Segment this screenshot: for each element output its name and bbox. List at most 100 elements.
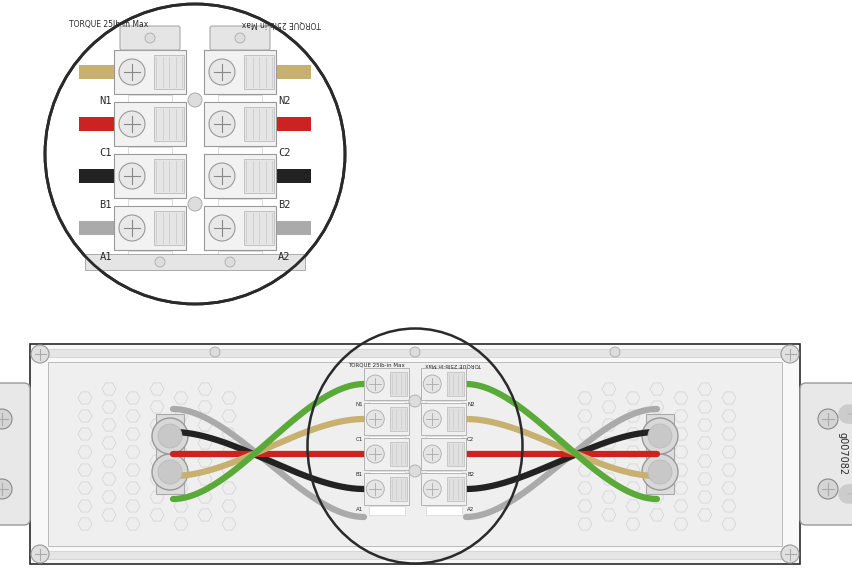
Circle shape xyxy=(209,215,235,241)
Bar xyxy=(79,117,114,131)
Text: TORQUE 25lb-in Max: TORQUE 25lb-in Max xyxy=(242,19,321,29)
Bar xyxy=(204,50,276,94)
Circle shape xyxy=(648,460,672,484)
Circle shape xyxy=(119,215,145,241)
Bar xyxy=(276,65,311,79)
Circle shape xyxy=(145,33,155,43)
Bar xyxy=(389,407,407,431)
Circle shape xyxy=(642,454,678,490)
Bar xyxy=(218,95,262,106)
Circle shape xyxy=(119,111,145,137)
Bar xyxy=(114,102,186,146)
Bar xyxy=(154,107,184,141)
Bar xyxy=(48,362,782,546)
Circle shape xyxy=(818,479,838,499)
Bar xyxy=(85,254,305,270)
Bar xyxy=(446,477,464,501)
Circle shape xyxy=(210,347,220,357)
Bar xyxy=(446,372,464,396)
Bar xyxy=(421,473,466,505)
Text: TORQUE 25lb-in Max: TORQUE 25lb-in Max xyxy=(425,363,481,367)
Circle shape xyxy=(152,418,188,454)
Bar xyxy=(364,438,409,470)
Bar xyxy=(204,154,276,198)
FancyBboxPatch shape xyxy=(800,383,852,525)
Bar xyxy=(369,436,405,445)
Circle shape xyxy=(0,479,12,499)
Bar xyxy=(48,551,782,559)
Text: C1: C1 xyxy=(356,437,363,442)
Circle shape xyxy=(781,345,799,363)
Bar xyxy=(154,55,184,89)
Text: N1: N1 xyxy=(100,96,112,106)
Bar xyxy=(218,147,262,158)
Bar xyxy=(244,107,274,141)
Circle shape xyxy=(158,424,182,448)
Text: C2: C2 xyxy=(278,148,291,158)
Text: B2: B2 xyxy=(278,200,291,210)
Bar xyxy=(154,211,184,245)
Bar xyxy=(114,206,186,250)
Circle shape xyxy=(158,460,182,484)
Text: A2: A2 xyxy=(467,507,475,512)
Bar xyxy=(128,251,172,262)
Text: N1: N1 xyxy=(355,402,363,407)
Bar xyxy=(276,221,311,235)
Bar xyxy=(244,159,274,193)
Text: B1: B1 xyxy=(356,472,363,477)
Circle shape xyxy=(366,375,384,393)
Circle shape xyxy=(423,480,441,498)
Circle shape xyxy=(410,347,420,357)
Circle shape xyxy=(409,465,421,477)
Bar xyxy=(244,211,274,245)
Bar xyxy=(218,199,262,210)
Bar xyxy=(204,206,276,250)
Circle shape xyxy=(209,111,235,137)
Bar xyxy=(425,471,462,480)
Bar xyxy=(364,368,409,400)
Bar xyxy=(276,169,311,183)
Bar xyxy=(421,403,466,435)
Bar xyxy=(156,414,184,494)
Bar xyxy=(369,471,405,480)
Bar xyxy=(30,344,800,564)
Circle shape xyxy=(818,409,838,429)
Text: B1: B1 xyxy=(100,200,112,210)
Text: A2: A2 xyxy=(278,252,291,262)
Bar xyxy=(646,414,674,494)
Text: C2: C2 xyxy=(467,437,475,442)
FancyBboxPatch shape xyxy=(120,26,180,50)
Circle shape xyxy=(366,480,384,498)
Circle shape xyxy=(366,445,384,463)
Bar xyxy=(389,372,407,396)
Circle shape xyxy=(781,545,799,563)
Text: N2: N2 xyxy=(467,402,475,407)
Circle shape xyxy=(0,409,12,429)
Circle shape xyxy=(648,424,672,448)
Bar xyxy=(79,221,114,235)
Circle shape xyxy=(642,418,678,454)
Circle shape xyxy=(31,545,49,563)
Bar xyxy=(128,199,172,210)
Circle shape xyxy=(423,445,441,463)
Circle shape xyxy=(409,395,421,407)
Bar xyxy=(425,506,462,515)
Bar xyxy=(114,50,186,94)
Text: TORQUE 25lb-in Max: TORQUE 25lb-in Max xyxy=(69,19,148,29)
Bar xyxy=(128,95,172,106)
Text: B2: B2 xyxy=(467,472,474,477)
Bar xyxy=(218,251,262,262)
Bar xyxy=(48,349,782,357)
Bar xyxy=(421,438,466,470)
Text: C1: C1 xyxy=(100,148,112,158)
Bar xyxy=(79,169,114,183)
Circle shape xyxy=(152,454,188,490)
Text: N2: N2 xyxy=(278,96,291,106)
Bar xyxy=(446,407,464,431)
Circle shape xyxy=(188,93,202,107)
Bar xyxy=(421,368,466,400)
Circle shape xyxy=(209,59,235,85)
Circle shape xyxy=(45,4,345,304)
Circle shape xyxy=(235,33,245,43)
Circle shape xyxy=(423,375,441,393)
